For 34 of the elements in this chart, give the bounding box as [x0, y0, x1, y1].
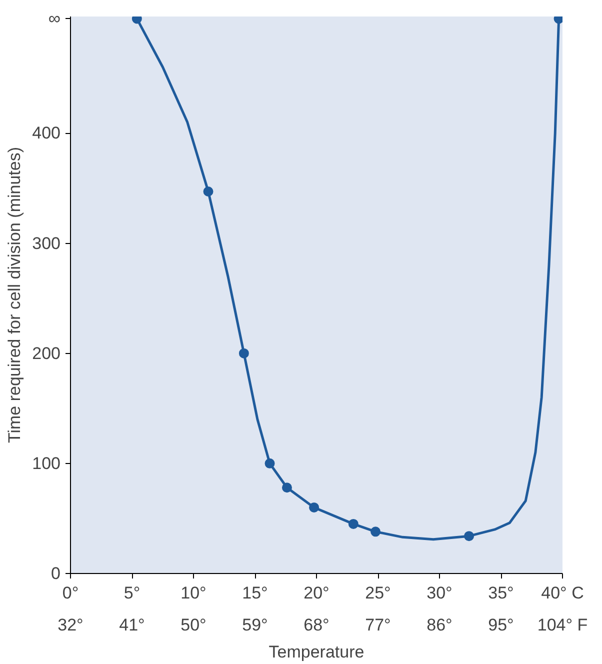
x2-tick-label: 41° [119, 616, 145, 634]
point [464, 531, 474, 542]
x2-tick-label: 77° [365, 616, 391, 634]
y-tick-label: 200 [32, 344, 61, 363]
x-tick-label: 5° [124, 584, 140, 602]
x-tick-label: 25° [365, 584, 391, 602]
point [348, 518, 358, 529]
point [282, 482, 292, 493]
y-tick-label: 0 [51, 564, 61, 583]
point [203, 186, 214, 197]
point [238, 348, 249, 358]
y-tick-label: 100 [32, 454, 61, 473]
point [309, 502, 320, 512]
x-tick-label: 30° [426, 584, 452, 602]
y-tick-label: 400 [32, 124, 61, 143]
x-tick-label: 15° [242, 584, 268, 602]
x2-tick-label: 68° [304, 616, 330, 634]
x-tick-label: 20° [304, 584, 330, 602]
x-axis-title: Temperature [268, 642, 364, 662]
x-tick-label: 0° [62, 584, 79, 602]
x2-tick-label: 95° [488, 616, 514, 634]
point [264, 458, 275, 468]
x2-tick-label: 32° [58, 616, 84, 634]
x-tick-label: 40° C [541, 584, 584, 602]
y-axis-title: Time required for cell division (minutes) [5, 146, 24, 444]
x2-tick-label: 104° F [537, 616, 588, 634]
y-tick-label: ∞ [48, 9, 61, 28]
x2-tick-label: 50° [180, 616, 206, 634]
x-tick-label: 35° [488, 584, 514, 602]
y-tick-label: 300 [32, 234, 61, 253]
point [370, 526, 381, 537]
x2-tick-label: 86° [426, 616, 452, 634]
x2-tick-label: 59° [242, 616, 268, 634]
x-tick-label: 10° [180, 584, 206, 602]
